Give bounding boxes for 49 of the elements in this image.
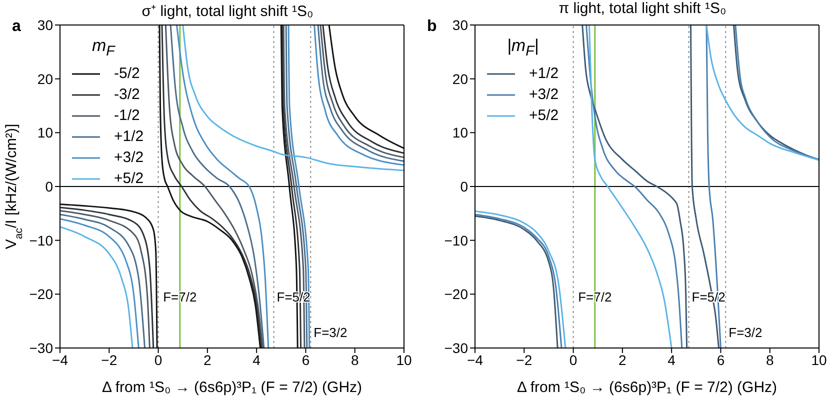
y-tick-label: 20 xyxy=(452,70,468,87)
x-tick-label: 6 xyxy=(302,352,310,368)
x-tick-label: 10 xyxy=(811,352,827,368)
legend-label: +3/2 xyxy=(529,86,559,104)
legend-label: +5/2 xyxy=(114,170,144,188)
x-tick-label: 0 xyxy=(154,352,162,368)
x-axis-title: Δ from ¹S₀ → (6s6p)³P₁ (F = 7/2) (GHz) xyxy=(102,379,362,396)
y-tick-label: −20 xyxy=(444,286,468,302)
x-tick-label: −2 xyxy=(101,352,118,368)
y-tick-label: 30 xyxy=(37,16,54,33)
chart-title: σ⁺ light, total light shift ¹S₀ xyxy=(142,3,314,20)
legend-label: +3/2 xyxy=(114,149,144,166)
legend-label: -5/2 xyxy=(114,65,140,82)
legend-label: -1/2 xyxy=(114,107,140,124)
legend-label: +1/2 xyxy=(114,128,144,146)
chart-title: π light, total light shift ¹S₀ xyxy=(558,0,726,17)
legend-title: |m$_{F}$| xyxy=(507,36,539,60)
x-tick-label: −4 xyxy=(52,352,68,368)
annotation: F=3/2 xyxy=(728,324,762,340)
legend-label: +5/2 xyxy=(529,107,559,124)
y-tick-label: 0 xyxy=(45,178,54,194)
x-tick-label: −4 xyxy=(467,352,484,368)
legend-label: +1/2 xyxy=(529,65,559,82)
text: a xyxy=(12,18,21,35)
y-tick-label: −30 xyxy=(29,340,54,356)
y-tick-label: −20 xyxy=(29,286,54,302)
x-tick-label: 10 xyxy=(396,352,412,368)
y-tick-label: 0 xyxy=(460,178,468,194)
annotation: F=3/2 xyxy=(314,324,348,340)
x-axis-title: Δ from ¹S₀ → (6s6p)³P₁ (F = 7/2) (GHz) xyxy=(516,379,778,396)
y-tick-label: −10 xyxy=(29,232,54,248)
x-tick-label: 2 xyxy=(618,352,627,368)
x-tick-label: −2 xyxy=(516,352,532,368)
x-tick-label: 6 xyxy=(716,352,725,368)
text: b xyxy=(427,18,437,35)
x-tick-label: 4 xyxy=(668,352,676,368)
x-tick-label: 4 xyxy=(252,352,261,368)
x-tick-label: 0 xyxy=(569,352,578,368)
x-tick-label: 2 xyxy=(204,352,212,368)
y-tick-label: −30 xyxy=(444,340,468,356)
y-tick-label: 20 xyxy=(37,70,54,87)
y-tick-label: 10 xyxy=(452,124,468,141)
legend-label: -3/2 xyxy=(114,86,140,104)
legend-title: m$_{F}$ xyxy=(92,36,115,60)
x-tick-label: 8 xyxy=(766,352,774,368)
y-tick-label: 10 xyxy=(37,124,54,141)
y-tick-label: 30 xyxy=(452,16,468,33)
y-tick-label: −10 xyxy=(444,232,468,248)
x-tick-label: 8 xyxy=(350,352,359,368)
